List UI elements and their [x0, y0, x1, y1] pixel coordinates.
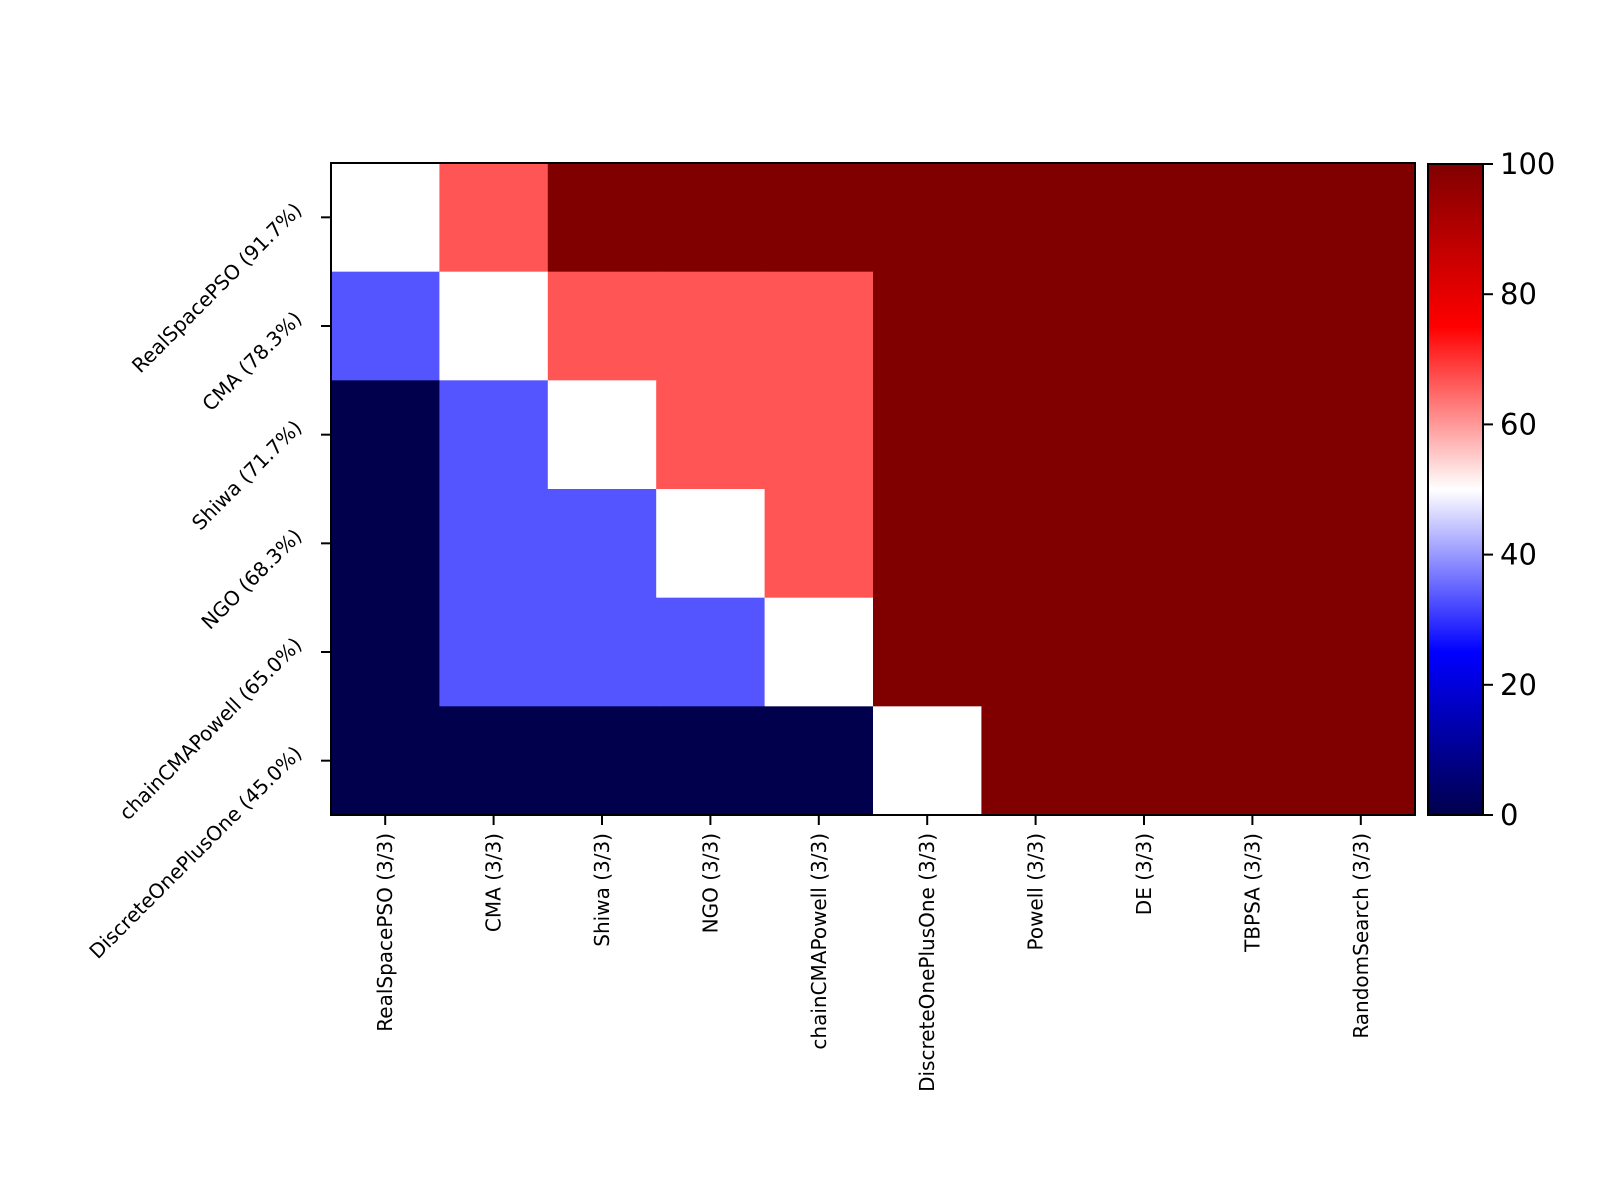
colorbar-tick-label: 40	[1500, 538, 1537, 572]
heatmap-cell	[1198, 597, 1308, 707]
heatmap-cell	[1198, 163, 1308, 273]
heatmap-cell	[981, 271, 1091, 381]
heatmap-cell	[764, 163, 874, 273]
heatmap-cell	[331, 271, 440, 381]
x-axis: RealSpacePSO (3/3) CMA (3/3) Shiwa (3/3) NG…	[373, 815, 1373, 1092]
heatmap-cell	[439, 163, 549, 273]
heatmap-cell	[439, 706, 549, 816]
x-tick-label: DiscreteOnePlusOne (3/3)	[915, 833, 939, 1092]
x-tick-label: Shiwa (3/3)	[590, 833, 614, 947]
heatmap-cell	[547, 489, 657, 599]
heatmap-cell	[1198, 271, 1308, 381]
heatmap-cell	[656, 597, 766, 707]
heatmap-cell	[764, 489, 874, 599]
heatmap-cell	[1198, 380, 1308, 490]
heatmap-cell	[547, 597, 657, 707]
heatmap-cell	[656, 163, 766, 273]
heatmap-cell	[1306, 271, 1416, 381]
heatmap-cell	[1306, 380, 1416, 490]
heatmap-cell	[981, 163, 1091, 273]
heatmap-cell	[331, 706, 440, 816]
heatmap-cell	[656, 271, 766, 381]
heatmap-cell	[764, 597, 874, 707]
heatmap-cell	[1306, 163, 1416, 273]
y-tick-label: DiscreteOnePlusOne (45.0%)	[84, 741, 306, 963]
heatmap-cell	[1306, 489, 1416, 599]
heatmap-cell	[873, 597, 982, 707]
heatmap-cell	[981, 597, 1091, 707]
heatmap-cell	[1198, 489, 1308, 599]
y-tick-label: Shiwa (71.7%)	[187, 415, 307, 535]
heatmap-cell	[331, 597, 440, 707]
heatmap-cell	[764, 271, 874, 381]
y-tick-label: chainCMAPowell (65.0%)	[114, 633, 306, 825]
y-tick-label: NGO (68.3%)	[196, 524, 306, 634]
y-axis: RealSpacePSO (91.7%)CMA (78.3%)Shiwa (71…	[84, 198, 331, 963]
x-tick-label: RandomSearch (3/3)	[1349, 833, 1373, 1039]
heatmap-cell	[981, 380, 1091, 490]
x-tick-label: RealSpacePSO (3/3)	[373, 833, 397, 1032]
heatmap-cell	[873, 163, 982, 273]
y-tick-label: RealSpacePSO (91.7%)	[127, 198, 307, 378]
x-tick-label: Powell (3/3)	[1024, 833, 1048, 951]
heatmap-cell	[1198, 706, 1308, 816]
x-tick-label: NGO (3/3)	[698, 833, 722, 933]
heatmap-cell	[331, 380, 440, 490]
heatmap-cell	[1089, 597, 1199, 707]
heatmap-cells	[331, 163, 1416, 816]
heatmap-cell	[656, 380, 766, 490]
heatmap-cell	[873, 706, 982, 816]
heatmap-cell	[439, 380, 549, 490]
heatmap-cell	[439, 489, 549, 599]
heatmap-cell	[1089, 271, 1199, 381]
heatmap-cell	[981, 489, 1091, 599]
heatmap-cell	[1089, 489, 1199, 599]
colorbar-tick-label: 20	[1500, 668, 1537, 702]
heatmap-cell	[656, 489, 766, 599]
heatmap-cell	[331, 489, 440, 599]
heatmap-cell	[439, 597, 549, 707]
heatmap-cell	[331, 163, 440, 273]
heatmap-cell	[656, 706, 766, 816]
colorbar-gradient	[1427, 163, 1484, 816]
heatmap-cell	[981, 706, 1091, 816]
x-tick-label: TBPSA (3/3)	[1240, 833, 1264, 953]
x-tick-label: DE (3/3)	[1132, 833, 1156, 915]
heatmap-cell	[873, 380, 982, 490]
colorbar-tick-label: 0	[1500, 798, 1518, 832]
heatmap-cell	[1306, 597, 1416, 707]
heatmap-cell	[547, 380, 657, 490]
y-tick-label: CMA (78.3%)	[197, 307, 306, 416]
heatmap-cell	[1306, 706, 1416, 816]
heatmap-cell	[1089, 163, 1199, 273]
heatmap-cell	[547, 271, 657, 381]
colorbar-tick-label: 100	[1500, 147, 1555, 181]
colorbar-ticks: 0 20 40 60 80 100	[1483, 147, 1555, 832]
heatmap-cell	[764, 706, 874, 816]
heatmap-cell	[547, 706, 657, 816]
heatmap-cell	[873, 271, 982, 381]
plot-frame	[330, 162, 1416, 816]
x-tick-label: CMA (3/3)	[482, 833, 506, 932]
x-tick-label: chainCMAPowell (3/3)	[807, 833, 831, 1050]
heatmap-cell	[764, 380, 874, 490]
colorbar-tick-label: 80	[1500, 277, 1537, 311]
heatmap-cell	[439, 271, 549, 381]
colorbar: 0 20 40 60 80 100	[1427, 147, 1555, 832]
heatmap-cell	[1089, 380, 1199, 490]
heatmap-cell	[873, 489, 982, 599]
heatmap-cell	[1089, 706, 1199, 816]
heatmap-cell	[547, 163, 657, 273]
colorbar-tick-label: 60	[1500, 407, 1537, 441]
